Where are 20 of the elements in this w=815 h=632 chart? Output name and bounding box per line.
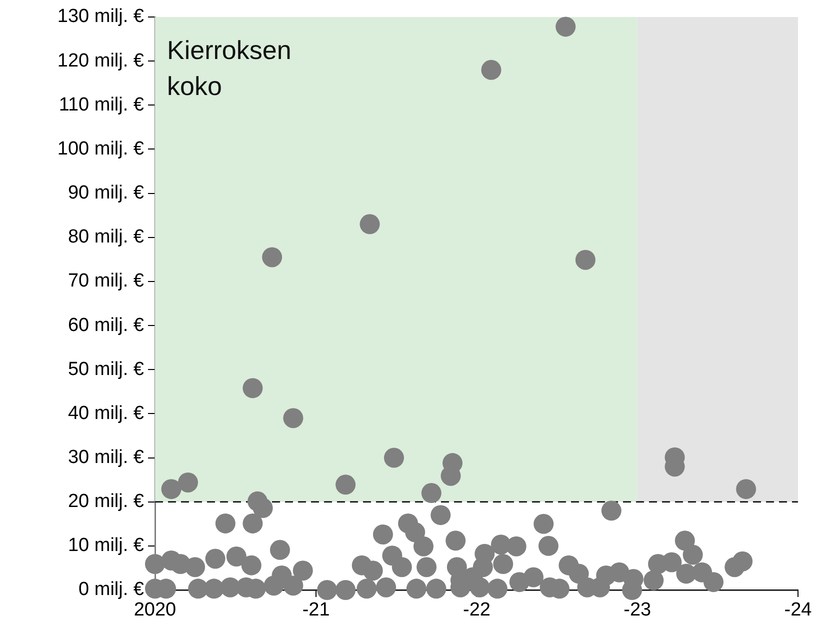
x-tick-label: -22 [462,600,490,621]
y-tick-label: 110 milj. € [58,94,144,116]
y-tick-label: 90 milj. € [68,182,144,204]
y-tick-label: 50 milj. € [68,358,144,380]
x-tick-label: -23 [624,600,652,621]
y-tick-label: 10 milj. € [68,535,144,556]
y-tick-label: 130 milj. € [57,6,144,28]
y-tick-label: 20 milj. € [68,491,144,512]
band-label: Kierroksen koko [167,35,292,102]
x-tick-label: -24 [784,600,812,621]
y-tick-label: 60 milj. € [68,314,144,336]
y-tick-label: 70 milj. € [68,270,144,292]
y-tick-label: 0 milj. € [78,579,144,600]
y-tick-label: 100 milj. € [57,138,144,160]
y-tick-label: 80 milj. € [68,226,144,248]
x-tick-label: 2020 [134,600,176,621]
x-tick-label: -21 [302,600,330,621]
y-tick-label: 40 milj. € [68,402,144,424]
y-tick-label: 30 milj. € [68,447,144,468]
y-tick-label: 120 milj. € [57,50,144,72]
